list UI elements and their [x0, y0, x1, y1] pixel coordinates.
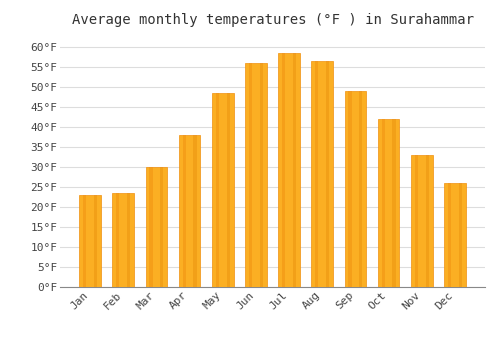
Bar [359, 91, 362, 287]
Bar [146, 167, 167, 287]
Bar [216, 93, 219, 287]
Bar [344, 91, 366, 287]
Bar [194, 135, 196, 287]
Bar [378, 119, 400, 287]
Bar [160, 167, 164, 287]
Bar [116, 193, 119, 287]
Bar [150, 167, 152, 287]
Bar [212, 93, 234, 287]
Bar [260, 63, 263, 287]
Bar [94, 195, 97, 287]
Bar [312, 61, 333, 287]
Bar [179, 135, 201, 287]
Bar [315, 61, 318, 287]
Bar [127, 193, 130, 287]
Title: Average monthly temperatures (°F ) in Surahammar: Average monthly temperatures (°F ) in Su… [72, 13, 473, 27]
Bar [282, 53, 286, 287]
Bar [411, 155, 432, 287]
Bar [83, 195, 86, 287]
Bar [414, 155, 418, 287]
Bar [448, 183, 451, 287]
Bar [326, 61, 330, 287]
Bar [278, 53, 300, 287]
Bar [112, 193, 134, 287]
Bar [348, 91, 352, 287]
Bar [182, 135, 186, 287]
Bar [249, 63, 252, 287]
Bar [80, 195, 101, 287]
Bar [226, 93, 230, 287]
Bar [245, 63, 266, 287]
Bar [426, 155, 428, 287]
Bar [444, 183, 466, 287]
Bar [392, 119, 396, 287]
Bar [458, 183, 462, 287]
Bar [293, 53, 296, 287]
Bar [382, 119, 385, 287]
